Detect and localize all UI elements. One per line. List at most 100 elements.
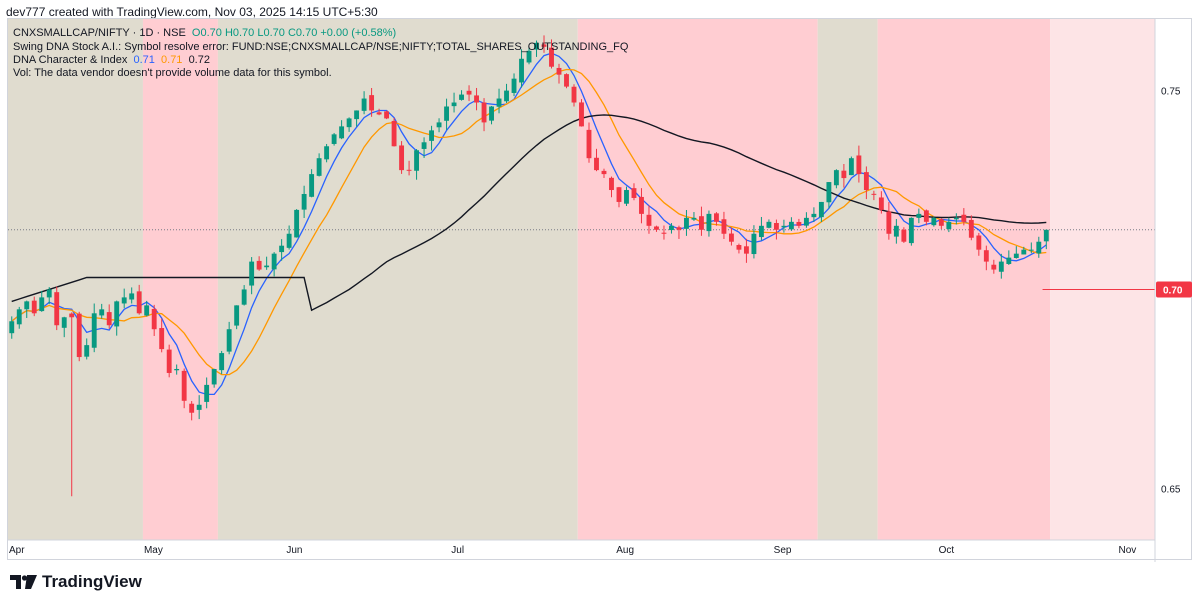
candle-body	[429, 130, 435, 141]
candle-19	[144, 300, 150, 317]
candle-body	[1006, 257, 1012, 264]
candle-body	[31, 300, 37, 314]
candle-63	[474, 87, 479, 111]
candle-90	[676, 225, 682, 239]
candle-body	[541, 44, 547, 47]
candle-35	[264, 256, 270, 270]
candle-58	[436, 118, 442, 133]
candle-69	[519, 49, 524, 88]
candle-104	[781, 219, 787, 233]
candle-49	[369, 87, 375, 117]
candle-body	[339, 126, 345, 139]
candle-body	[811, 213, 817, 218]
candle-body	[279, 245, 285, 253]
candle-125	[938, 218, 944, 230]
candle-body	[54, 292, 60, 326]
candle-body	[594, 157, 599, 171]
candle-17	[129, 287, 135, 304]
candle-94	[706, 210, 712, 237]
candle-31	[234, 305, 240, 330]
candle-105	[788, 217, 794, 231]
candle-73	[549, 39, 554, 69]
candle-body	[751, 233, 757, 255]
regime-backgrounds	[8, 19, 1155, 540]
candle-body	[114, 301, 120, 327]
candle-43	[324, 143, 330, 163]
candle-113	[848, 156, 854, 176]
candle-body	[654, 226, 659, 230]
candle-body	[444, 106, 449, 121]
candle-54	[406, 160, 412, 176]
candle-20	[151, 304, 157, 336]
candle-body	[609, 177, 614, 191]
candle-body	[1028, 249, 1034, 251]
candle-111	[833, 169, 839, 189]
candle-body	[106, 312, 112, 326]
candle-body	[699, 216, 704, 230]
candle-62	[466, 85, 472, 102]
candle-75	[564, 73, 569, 89]
legend-volume-note[interactable]: Vol: The data vendor doesn't provide vol…	[13, 67, 332, 79]
candle-129	[968, 215, 974, 241]
candle-132	[991, 259, 997, 274]
candle-body	[301, 193, 307, 210]
candle-30	[226, 321, 232, 355]
candle-39	[294, 209, 300, 238]
x-tick-label-oct: Oct	[939, 545, 955, 556]
x-tick-label-may: May	[144, 545, 163, 556]
candle-body	[466, 90, 472, 95]
candle-46	[346, 117, 352, 132]
candle-81	[609, 176, 614, 198]
ohlc-open: O0.70	[191, 27, 222, 39]
candle-body	[639, 196, 644, 214]
candle-body	[646, 214, 652, 226]
symbol-name[interactable]: CNXSMALLCAP/NIFTY · 1D · NSE	[13, 27, 186, 39]
candle-body	[953, 217, 959, 220]
regime-band-3	[217, 19, 578, 540]
candle-body	[721, 219, 727, 234]
candle-body	[121, 297, 127, 304]
candle-body	[489, 106, 494, 121]
candle-body	[946, 221, 952, 229]
candle-133	[998, 253, 1004, 279]
ohlc-high: H0.70	[224, 27, 255, 39]
candle-body	[706, 213, 712, 232]
candle-body	[174, 368, 180, 371]
candle-body	[556, 67, 562, 75]
candle-79	[594, 148, 599, 172]
candle-body	[324, 146, 330, 160]
candle-7	[54, 286, 60, 331]
moving-average-lines	[11, 52, 1047, 396]
candle-124	[931, 216, 937, 227]
candle-44	[331, 132, 337, 146]
candle-body	[743, 246, 749, 254]
candle-body	[99, 309, 105, 316]
candle-14	[106, 304, 112, 329]
regime-band-5	[817, 19, 878, 540]
candle-body	[669, 225, 674, 231]
candle-body	[1043, 229, 1049, 242]
candle-body	[878, 197, 884, 210]
candle-body	[181, 370, 187, 401]
ma-line-black	[11, 114, 1047, 312]
candle-27	[204, 377, 210, 409]
candle-28	[211, 368, 217, 388]
candle-body	[803, 217, 809, 226]
x-tick-label-sep: Sep	[774, 545, 792, 556]
candle-95	[714, 212, 719, 226]
candle-11	[84, 338, 90, 360]
candle-body	[624, 190, 629, 204]
candle-55	[414, 149, 420, 180]
candle-body	[414, 150, 420, 171]
candle-71	[534, 40, 539, 57]
candle-120	[901, 227, 907, 243]
legend-indicator-error[interactable]: Swing DNA Stock A.I.: Symbol resolve err…	[13, 41, 629, 53]
candle-body	[833, 170, 839, 186]
candle-135	[1013, 246, 1019, 259]
dna-label: DNA Character & Index	[13, 54, 128, 66]
candle-139	[1043, 229, 1049, 250]
candle-86	[646, 205, 652, 234]
legend-dna-index[interactable]: DNA Character & Index 0.71 0.71 0.72	[13, 54, 210, 66]
candle-83	[624, 186, 629, 207]
